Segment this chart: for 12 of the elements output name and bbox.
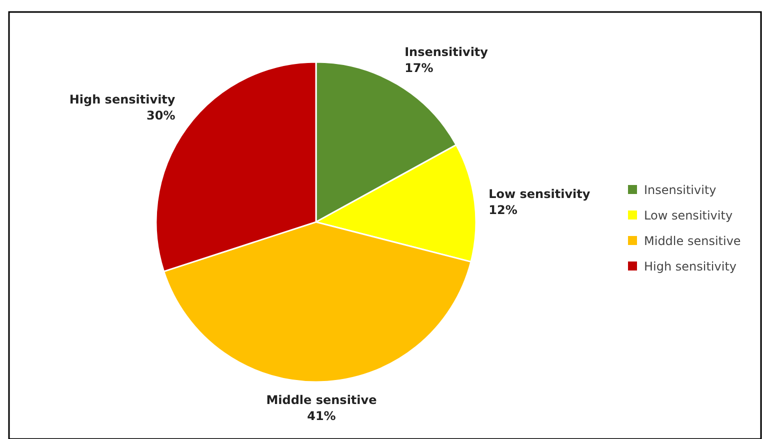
slice-label: Insensitivity	[404, 45, 488, 60]
data-label: 30%	[146, 108, 176, 123]
legend-label: High sensitivity	[644, 260, 737, 274]
data-label: 17%	[404, 61, 434, 76]
legend-label: Insensitivity	[644, 183, 716, 197]
data-label: 41%	[307, 408, 336, 423]
data-label: 12%	[488, 203, 518, 218]
legend-label: Middle sensitive	[644, 234, 741, 248]
legend-label: Low sensitivity	[644, 208, 733, 222]
slice-label: High sensitivity	[69, 92, 176, 107]
slice-label: Low sensitivity	[488, 187, 590, 202]
slice-label: Middle sensitive	[266, 392, 377, 407]
